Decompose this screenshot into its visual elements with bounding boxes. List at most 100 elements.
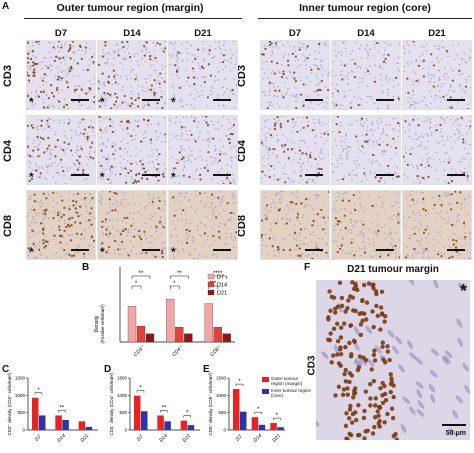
tissue-nucleus <box>175 175 177 178</box>
tissue-nucleus <box>47 217 50 220</box>
stained-cell <box>352 193 355 197</box>
tissue-nucleus <box>38 202 41 205</box>
tissue-nucleus <box>334 49 337 52</box>
stained-cell <box>79 45 82 48</box>
tissue-nucleus <box>234 197 236 199</box>
tissue-nucleus <box>192 240 194 242</box>
tissue-nucleus <box>392 184 394 185</box>
tissue-nucleus <box>422 258 424 259</box>
tissue-nucleus <box>264 214 266 216</box>
tissue-nucleus <box>27 93 29 95</box>
tissue-nucleus <box>205 215 208 218</box>
tissue-nucleus <box>451 123 454 126</box>
tissue-nucleus <box>360 98 362 100</box>
cd3-cell <box>348 294 353 299</box>
tissue-nucleus <box>434 124 437 127</box>
tissue-nucleus <box>27 65 29 67</box>
tissue-nucleus <box>213 156 215 159</box>
stained-cell <box>138 235 141 238</box>
tissue-nucleus <box>176 134 178 137</box>
y-axis-label: CD4⁺ density (CD4⁺ cells/mm²) <box>109 372 114 436</box>
tissue-nucleus <box>155 82 157 84</box>
tissue-nucleus <box>137 94 140 96</box>
cd3-cell <box>382 360 388 365</box>
tissue-nucleus <box>189 222 191 225</box>
tissue-nucleus <box>400 41 401 42</box>
tissue-nucleus <box>444 191 446 194</box>
tissue-nucleus <box>358 247 361 250</box>
tissue-nucleus <box>148 218 151 220</box>
tissue-nucleus <box>142 105 144 108</box>
tissue-nucleus <box>407 100 410 103</box>
tissue-nucleus <box>136 163 138 166</box>
tissue-nucleus <box>419 100 421 103</box>
tissue-nucleus <box>100 95 102 97</box>
tissue-nucleus <box>448 244 450 247</box>
tissue-nucleus <box>464 157 466 160</box>
tissue-nucleus <box>27 154 30 157</box>
tissue-nucleus <box>276 134 278 137</box>
tissue-nucleus <box>69 167 72 169</box>
tissue-nucleus <box>34 95 37 98</box>
stained-cell <box>82 252 86 256</box>
tissue-nucleus <box>397 84 399 86</box>
cd3-cell <box>380 380 385 386</box>
tissue-nucleus <box>359 233 361 236</box>
tissue-nucleus <box>321 102 323 104</box>
tissue-nucleus <box>412 103 415 106</box>
tissue-nucleus <box>324 228 327 230</box>
tissue-nucleus <box>315 143 317 145</box>
cd3-cell <box>328 331 333 336</box>
stained-cell <box>397 213 400 216</box>
tissue-nucleus <box>36 213 39 216</box>
tissue-nucleus <box>125 221 128 224</box>
stained-cell <box>209 74 212 77</box>
stained-cell <box>295 244 299 247</box>
tissue-nucleus <box>166 191 167 192</box>
tissue-nucleus <box>227 257 230 259</box>
tumour-star: * <box>100 95 105 109</box>
tissue-nucleus <box>379 66 381 69</box>
stained-cell <box>266 107 269 109</box>
tissue-nucleus <box>348 252 351 255</box>
stained-cell <box>104 41 107 44</box>
stained-cell <box>42 90 45 93</box>
tissue-nucleus <box>278 202 281 204</box>
tissue-nucleus <box>122 128 124 131</box>
stained-cell <box>279 125 283 128</box>
micrograph-tile <box>260 40 330 110</box>
tissue-nucleus <box>328 120 329 122</box>
tissue-nucleus <box>189 93 192 96</box>
stained-cell <box>276 61 279 65</box>
tissue-nucleus <box>141 107 144 109</box>
tumour-nucleus <box>430 393 436 404</box>
micrograph-tile: * <box>168 115 238 185</box>
tissue-nucleus <box>106 211 109 214</box>
bar-core-0 <box>240 411 247 430</box>
stained-cell <box>412 41 415 43</box>
tissue-nucleus <box>349 211 352 214</box>
tissue-nucleus <box>212 198 214 200</box>
tissue-nucleus <box>341 236 344 238</box>
cd3-cell <box>364 300 370 305</box>
tissue-nucleus <box>73 193 75 196</box>
stained-cell <box>155 225 158 228</box>
tissue-nucleus <box>372 183 373 184</box>
tissue-nucleus <box>169 98 170 101</box>
tissue-nucleus <box>439 108 442 109</box>
stained-cell <box>40 222 43 225</box>
margin-region-title: Outer tumour region (margin) <box>56 2 204 14</box>
tissue-nucleus <box>211 92 213 95</box>
tissue-nucleus <box>56 192 59 195</box>
tissue-nucleus <box>237 73 238 75</box>
stained-cell <box>415 79 418 83</box>
tissue-nucleus <box>316 225 319 228</box>
tissue-nucleus <box>29 195 32 197</box>
tissue-nucleus <box>289 254 292 257</box>
tissue-nucleus <box>463 52 465 54</box>
stained-cell <box>149 58 152 61</box>
stained-cell <box>341 78 344 81</box>
tissue-nucleus <box>150 64 153 67</box>
cd3-cell <box>361 415 367 421</box>
tissue-nucleus <box>265 139 267 142</box>
